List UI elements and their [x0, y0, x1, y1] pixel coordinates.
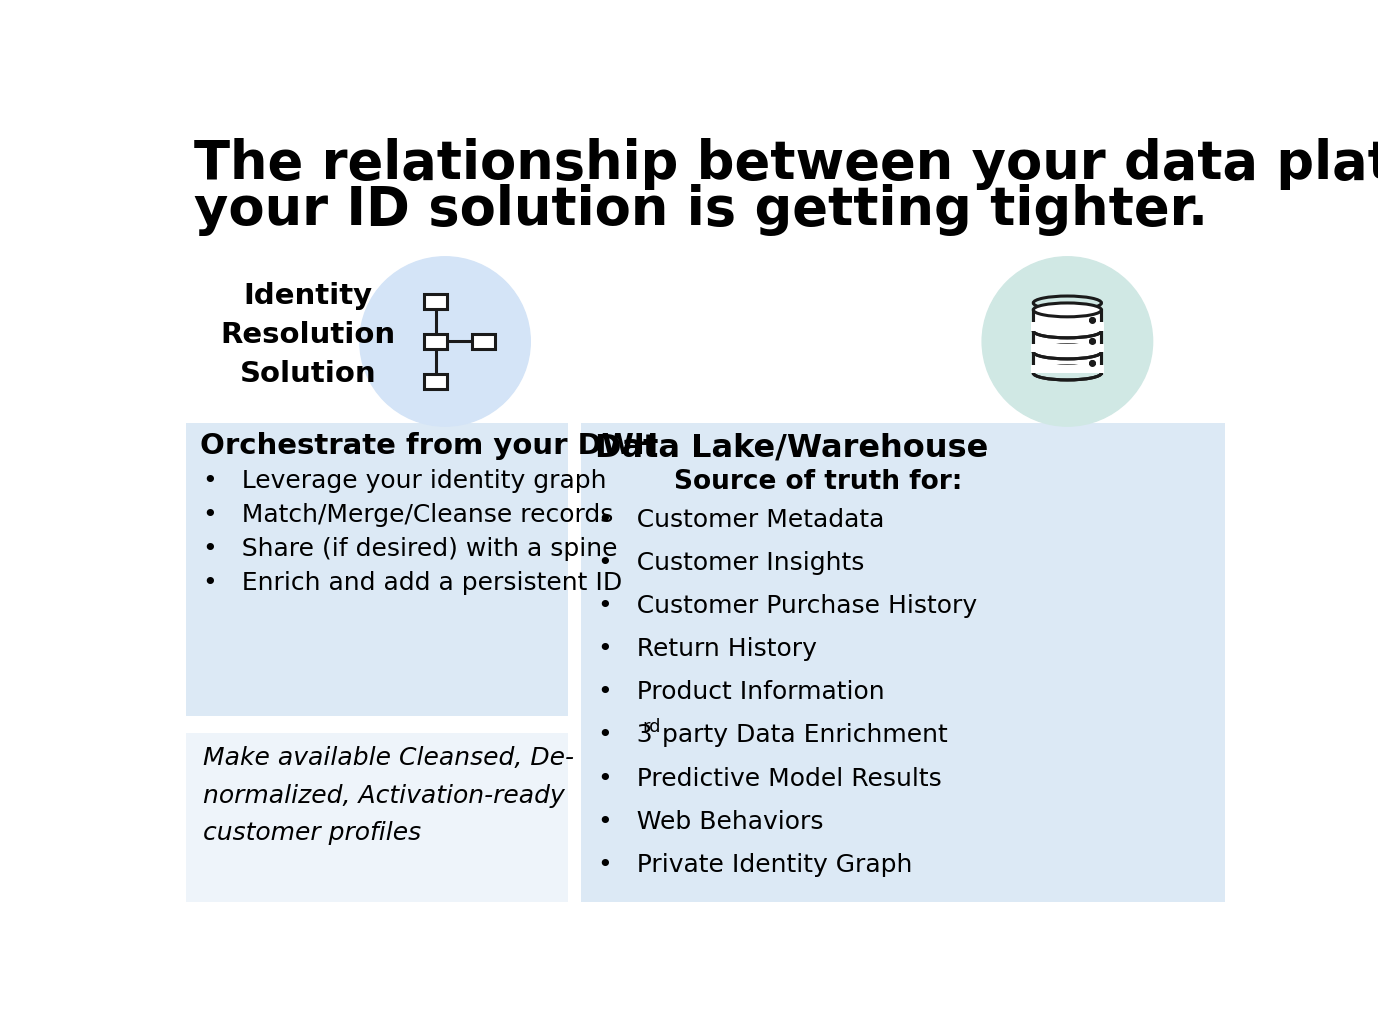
Text: your ID solution is getting tighter.: your ID solution is getting tighter.: [194, 184, 1209, 236]
Text: •   3: • 3: [598, 723, 653, 747]
Text: •   Leverage your identity graph: • Leverage your identity graph: [203, 469, 606, 493]
Text: •   Share (if desired) with a spine: • Share (if desired) with a spine: [203, 537, 617, 562]
FancyBboxPatch shape: [1031, 365, 1104, 373]
Text: Make available Cleansed, De-
normalized, Activation-ready
customer profiles: Make available Cleansed, De- normalized,…: [203, 747, 575, 845]
Text: rd: rd: [642, 718, 660, 736]
FancyBboxPatch shape: [1031, 365, 1104, 373]
FancyBboxPatch shape: [1031, 344, 1104, 352]
FancyBboxPatch shape: [1031, 322, 1104, 330]
Ellipse shape: [1034, 303, 1101, 317]
Text: •   Match/Merge/Cleanse records: • Match/Merge/Cleanse records: [203, 503, 613, 527]
Text: Identity
Resolution
Solution: Identity Resolution Solution: [220, 282, 395, 388]
Text: •   Return History: • Return History: [598, 637, 817, 661]
FancyBboxPatch shape: [424, 374, 448, 390]
Text: •   Enrich and add a persistent ID: • Enrich and add a persistent ID: [203, 571, 623, 595]
Circle shape: [983, 257, 1152, 426]
FancyBboxPatch shape: [1031, 322, 1104, 330]
FancyBboxPatch shape: [1031, 344, 1104, 352]
FancyBboxPatch shape: [582, 423, 1225, 902]
Text: •   Customer Metadata: • Customer Metadata: [598, 508, 885, 531]
Text: •   Product Information: • Product Information: [598, 681, 885, 704]
Text: •   Predictive Model Results: • Predictive Model Results: [598, 767, 943, 790]
Text: •   Customer Purchase History: • Customer Purchase History: [598, 594, 977, 618]
FancyBboxPatch shape: [424, 334, 448, 349]
Text: •   Web Behaviors: • Web Behaviors: [598, 809, 824, 834]
FancyBboxPatch shape: [424, 294, 448, 309]
Text: Data Lake/Warehouse: Data Lake/Warehouse: [595, 432, 988, 463]
Circle shape: [360, 257, 531, 426]
Text: Source of truth for:: Source of truth for:: [674, 469, 963, 495]
Text: •   Customer Insights: • Customer Insights: [598, 551, 865, 575]
Ellipse shape: [1034, 296, 1101, 310]
FancyBboxPatch shape: [186, 423, 568, 716]
FancyBboxPatch shape: [473, 334, 496, 349]
FancyBboxPatch shape: [1034, 310, 1101, 373]
Text: party Data Enrichment: party Data Enrichment: [655, 723, 948, 747]
Text: Orchestrate from your DWH: Orchestrate from your DWH: [200, 432, 659, 460]
Text: •   Private Identity Graph: • Private Identity Graph: [598, 853, 912, 876]
FancyBboxPatch shape: [186, 732, 568, 902]
Text: The relationship between your data platform and: The relationship between your data platf…: [194, 138, 1378, 191]
